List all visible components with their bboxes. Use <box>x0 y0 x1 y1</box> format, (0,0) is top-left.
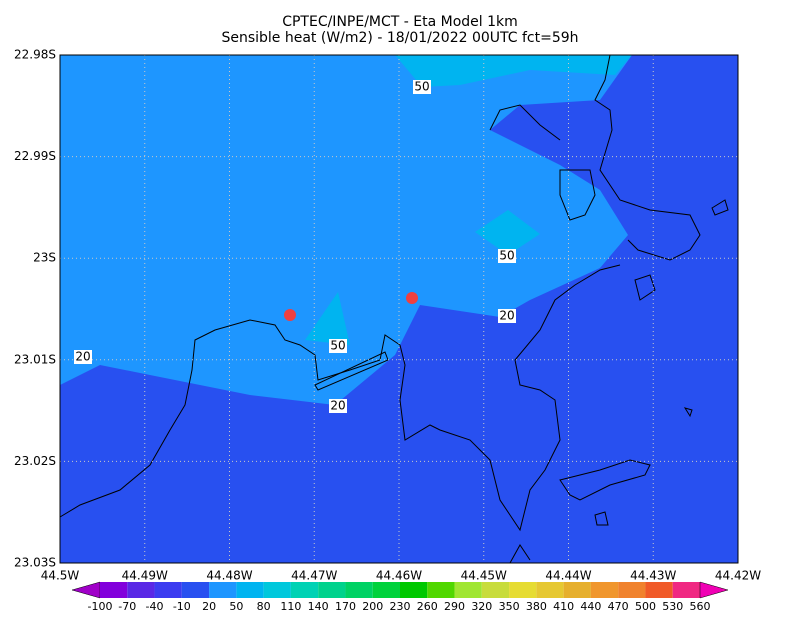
colorbar-box <box>290 582 319 598</box>
contour-label-bg <box>498 249 516 263</box>
colorbar-box <box>263 582 291 598</box>
contour-label-bg <box>498 309 516 323</box>
colorbar-box <box>563 582 591 598</box>
coast <box>559 459 651 501</box>
contour-label: 50 <box>330 339 345 353</box>
colorbar-label: 200 <box>362 600 383 613</box>
colorbar-box <box>645 582 673 598</box>
colorbar-label: 440 <box>580 600 601 613</box>
x-tick-label: 44.42W <box>715 569 761 583</box>
colorbar-box <box>236 582 264 598</box>
station-dot <box>406 292 418 304</box>
colorbar-box <box>481 582 510 598</box>
colorbar-box <box>209 582 237 598</box>
field-mid <box>60 55 632 405</box>
coast <box>634 274 656 301</box>
coast <box>683 407 693 418</box>
y-tick-label: 23.03S <box>14 556 56 570</box>
colorbar-box <box>154 582 182 598</box>
colorbar-label: 230 <box>390 600 411 613</box>
coast <box>559 169 596 221</box>
contour-label-bg <box>74 350 92 364</box>
colorbar-label: -70 <box>118 600 136 613</box>
y-tick-label: 22.99S <box>14 149 56 163</box>
field-high <box>395 55 632 87</box>
field-high <box>305 292 350 345</box>
colorbar-arrow <box>699 581 729 599</box>
colorbar-label: 80 <box>257 600 271 613</box>
y-tick-label: 23S <box>33 251 56 265</box>
x-tick-label: 44.44W <box>545 569 591 583</box>
colorbar-box <box>181 582 210 598</box>
colorbar-arrow <box>71 581 101 599</box>
colorbar-label: 560 <box>690 600 711 613</box>
colorbar-label: 110 <box>280 600 301 613</box>
field-high <box>475 210 540 255</box>
x-tick-label: 44.5W <box>41 569 80 583</box>
grid <box>60 55 738 563</box>
contour-label: 20 <box>499 309 514 323</box>
colorbar-label: 290 <box>444 600 465 613</box>
colorbar-label: 500 <box>635 600 656 613</box>
x-tick-label: 44.43W <box>630 569 676 583</box>
colorbar-label: 470 <box>608 600 629 613</box>
y-tick-label: 22.98S <box>14 48 56 62</box>
coast <box>509 544 531 564</box>
contour-label-bg <box>329 399 347 413</box>
coast <box>489 104 561 141</box>
colorbar-box <box>672 582 700 598</box>
contour-label-bg <box>413 80 431 94</box>
colorbar-box <box>372 582 400 598</box>
x-tick-label: 44.45W <box>461 569 507 583</box>
station-dot <box>284 309 296 321</box>
colorbar-label: 140 <box>308 600 329 613</box>
colorbar-box <box>100 582 128 598</box>
coast <box>594 511 609 526</box>
contour-label: 50 <box>414 80 429 94</box>
y-tick-label: 23.02S <box>14 454 56 468</box>
colorbar-box <box>454 582 482 598</box>
x-tick-label: 44.49W <box>122 569 168 583</box>
colorbar-box <box>400 582 428 598</box>
colorbar-box <box>427 582 455 598</box>
x-tick-label: 44.46W <box>376 569 422 583</box>
colorbar-box <box>590 582 619 598</box>
colorbar-label: 20 <box>202 600 216 613</box>
colorbar-box <box>345 582 373 598</box>
title: CPTEC/INPE/MCT - Eta Model 1km <box>282 14 518 30</box>
colorbar-label: 530 <box>662 600 683 613</box>
subtitle: Sensible heat (W/m2) - 18/01/2022 00UTC … <box>221 30 578 46</box>
coast <box>594 54 701 261</box>
colorbar-label: 380 <box>526 600 547 613</box>
colorbar-label: 170 <box>335 600 356 613</box>
coastline <box>59 54 729 564</box>
contour-label: 50 <box>499 249 514 263</box>
colorbar-label: 350 <box>499 600 520 613</box>
colorbar-label: 50 <box>229 600 243 613</box>
colorbar-label: -10 <box>173 600 191 613</box>
map-frame <box>59 54 739 564</box>
contour-label: 20 <box>75 350 90 364</box>
colorbar-label: -100 <box>88 600 113 613</box>
colorbar-box <box>127 582 155 598</box>
colorbar-box <box>536 582 564 598</box>
y-tick-label: 23.01S <box>14 352 56 366</box>
colorbar-label: 260 <box>417 600 438 613</box>
contour-label-bg <box>329 339 347 353</box>
coast <box>711 199 729 216</box>
colorbar-label: 410 <box>553 600 574 613</box>
colorbar-label: -40 <box>146 600 164 613</box>
colorbar-box <box>618 582 646 598</box>
x-tick-label: 44.48W <box>206 569 252 583</box>
coast <box>59 264 621 532</box>
colorbar-label: 320 <box>471 600 492 613</box>
colorbar-box <box>509 582 537 598</box>
colorbar-box <box>318 582 346 598</box>
contour-label: 20 <box>330 399 345 413</box>
x-tick-label: 44.47W <box>291 569 337 583</box>
